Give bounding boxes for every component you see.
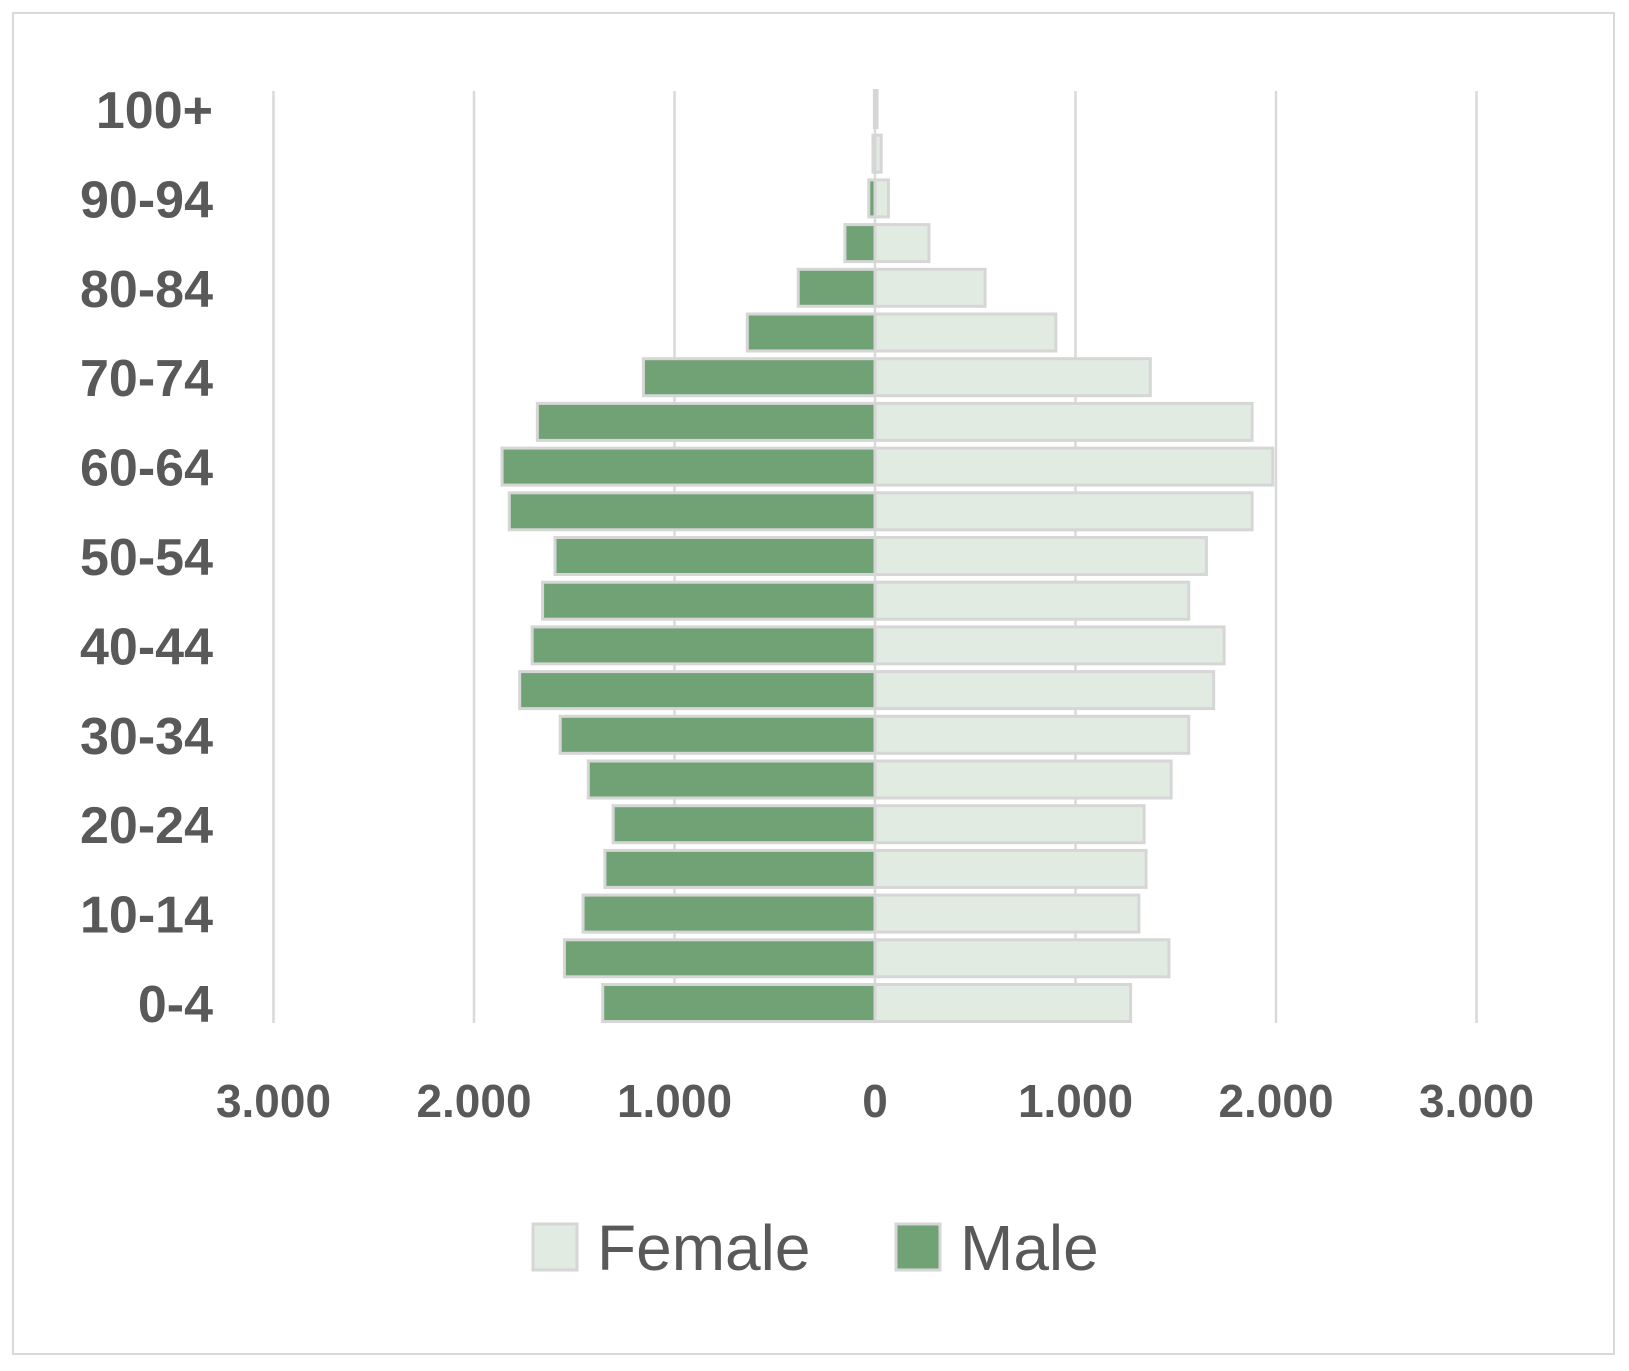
category-label: 90-94 (80, 171, 213, 229)
bar-female-90-94 (873, 178, 890, 219)
category-label: 40-44 (80, 618, 213, 676)
category-label: 100+ (96, 82, 213, 140)
bar-female-60-64 (873, 446, 1275, 487)
bar-male-20-24 (611, 804, 877, 845)
x-tick-label: 2.000 (416, 1075, 531, 1127)
bar-female-10-14 (873, 893, 1141, 934)
category-label: 80-84 (80, 261, 213, 319)
category-label: 60-64 (80, 440, 213, 498)
bar-female-15-19 (873, 848, 1148, 889)
legend-swatch-female (531, 1222, 579, 1272)
legend-swatch-male (894, 1222, 942, 1272)
bar-female-55-59 (873, 491, 1254, 532)
x-tick-label: 1.000 (617, 1075, 732, 1127)
bar-male-35-39 (518, 670, 877, 711)
legend-label-female: Female (597, 1212, 810, 1284)
bar-female-50-54 (873, 536, 1208, 576)
bar-female-0-4 (873, 983, 1133, 1023)
bar-male-90-94 (867, 178, 877, 219)
bar-male-70-74 (641, 357, 877, 398)
bar-female-25-29 (873, 759, 1173, 800)
bar-male-85-89 (843, 223, 877, 264)
bar-male-30-34 (558, 714, 877, 755)
bar-male-80-84 (796, 267, 877, 308)
bar-male-40-44 (530, 625, 877, 666)
bar-female-40-44 (873, 625, 1226, 666)
bar-male-50-54 (553, 536, 877, 576)
bar-female-45-49 (873, 580, 1191, 621)
bar-male-15-19 (603, 848, 877, 889)
bar-male-0-4 (601, 983, 877, 1023)
bar-male-25-29 (586, 759, 877, 800)
bar-male-95-99 (871, 133, 877, 174)
bar-female-65-69 (873, 401, 1254, 442)
x-tick-label: 2.000 (1218, 1075, 1333, 1127)
bar-female-20-24 (873, 804, 1146, 845)
bar-male-100+ (872, 89, 877, 129)
bar-male-45-49 (541, 580, 877, 621)
bar-male-10-14 (581, 893, 877, 934)
category-label: 30-34 (80, 708, 213, 766)
bar-male-55-59 (507, 491, 877, 532)
category-label: 50-54 (80, 529, 213, 587)
x-tick-label: 0 (862, 1075, 888, 1127)
x-tick-label: 1.000 (1018, 1075, 1133, 1127)
chart-frame (12, 12, 1615, 1355)
bar-female-70-74 (873, 357, 1152, 398)
x-tick-label: 3.000 (1419, 1075, 1534, 1127)
legend-label-male: Male (960, 1212, 1099, 1284)
bar-female-35-39 (873, 670, 1216, 711)
bar-female-80-84 (873, 267, 987, 308)
bar-male-5-9 (562, 938, 877, 979)
bar-female-5-9 (873, 938, 1171, 979)
bar-female-85-89 (873, 223, 931, 264)
bar-male-65-69 (535, 401, 877, 442)
category-label: 20-24 (80, 797, 213, 855)
bar-female-75-79 (873, 312, 1058, 353)
category-label: 10-14 (80, 887, 213, 945)
bar-male-60-64 (500, 446, 877, 487)
category-label: 0-4 (138, 976, 213, 1034)
bar-female-30-34 (873, 714, 1191, 755)
category-label: 70-74 (80, 350, 213, 408)
x-tick-label: 3.000 (216, 1075, 331, 1127)
bar-male-75-79 (745, 312, 877, 353)
